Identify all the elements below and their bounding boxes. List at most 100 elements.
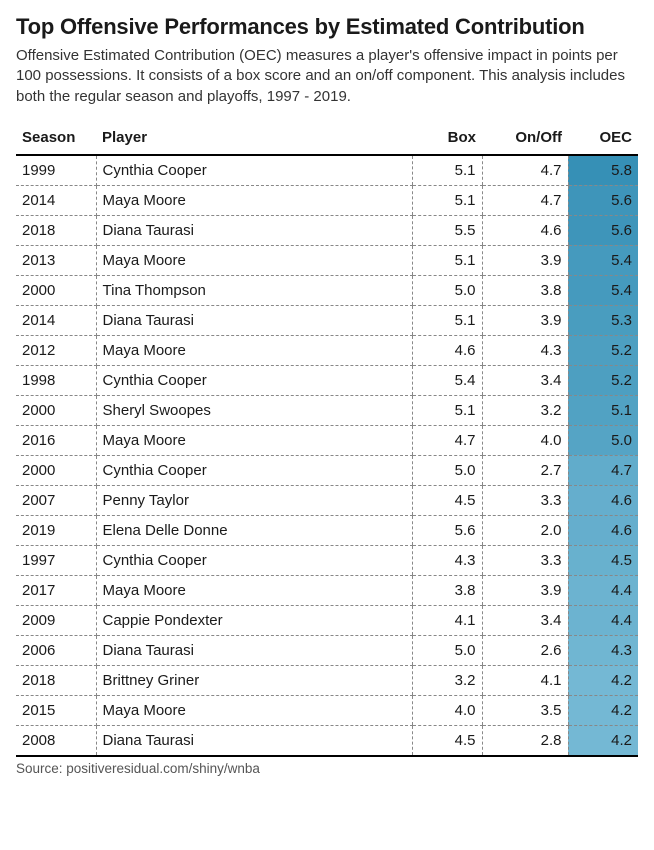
cell-season: 2016 bbox=[16, 425, 96, 455]
cell-player: Cappie Pondexter bbox=[96, 605, 412, 635]
cell-player: Cynthia Cooper bbox=[96, 155, 412, 186]
table-row: 2018Brittney Griner3.24.14.2 bbox=[16, 665, 638, 695]
cell-onoff: 3.5 bbox=[482, 695, 568, 725]
cell-player: Tina Thompson bbox=[96, 275, 412, 305]
cell-onoff: 4.0 bbox=[482, 425, 568, 455]
table-row: 2007Penny Taylor4.53.34.6 bbox=[16, 485, 638, 515]
table-header-row: Season Player Box On/Off OEC bbox=[16, 123, 638, 155]
cell-onoff: 3.3 bbox=[482, 545, 568, 575]
performance-table: Season Player Box On/Off OEC 1999Cynthia… bbox=[16, 123, 638, 757]
col-season: Season bbox=[16, 123, 96, 155]
cell-season: 2009 bbox=[16, 605, 96, 635]
table-row: 2009Cappie Pondexter4.13.44.4 bbox=[16, 605, 638, 635]
cell-box: 5.0 bbox=[412, 275, 482, 305]
cell-box: 4.3 bbox=[412, 545, 482, 575]
cell-season: 2014 bbox=[16, 305, 96, 335]
cell-box: 4.7 bbox=[412, 425, 482, 455]
cell-onoff: 3.9 bbox=[482, 305, 568, 335]
cell-oec: 5.4 bbox=[568, 275, 638, 305]
cell-player: Diana Taurasi bbox=[96, 635, 412, 665]
cell-onoff: 4.1 bbox=[482, 665, 568, 695]
cell-onoff: 3.9 bbox=[482, 575, 568, 605]
cell-box: 4.6 bbox=[412, 335, 482, 365]
cell-oec: 5.3 bbox=[568, 305, 638, 335]
cell-player: Penny Taylor bbox=[96, 485, 412, 515]
cell-season: 2017 bbox=[16, 575, 96, 605]
cell-onoff: 2.7 bbox=[482, 455, 568, 485]
table-row: 2016Maya Moore4.74.05.0 bbox=[16, 425, 638, 455]
cell-player: Cynthia Cooper bbox=[96, 365, 412, 395]
cell-oec: 5.2 bbox=[568, 335, 638, 365]
cell-player: Maya Moore bbox=[96, 425, 412, 455]
cell-box: 3.8 bbox=[412, 575, 482, 605]
table-row: 1999Cynthia Cooper5.14.75.8 bbox=[16, 155, 638, 186]
cell-player: Sheryl Swoopes bbox=[96, 395, 412, 425]
cell-season: 2018 bbox=[16, 665, 96, 695]
cell-oec: 5.8 bbox=[568, 155, 638, 186]
cell-oec: 4.2 bbox=[568, 665, 638, 695]
cell-box: 5.1 bbox=[412, 395, 482, 425]
col-box: Box bbox=[412, 123, 482, 155]
cell-player: Maya Moore bbox=[96, 185, 412, 215]
cell-box: 4.1 bbox=[412, 605, 482, 635]
cell-oec: 4.6 bbox=[568, 515, 638, 545]
table-row: 1998Cynthia Cooper5.43.45.2 bbox=[16, 365, 638, 395]
cell-player: Maya Moore bbox=[96, 335, 412, 365]
table-row: 2000Tina Thompson5.03.85.4 bbox=[16, 275, 638, 305]
cell-season: 2000 bbox=[16, 395, 96, 425]
cell-player: Diana Taurasi bbox=[96, 305, 412, 335]
cell-onoff: 3.8 bbox=[482, 275, 568, 305]
table-row: 2014Maya Moore5.14.75.6 bbox=[16, 185, 638, 215]
cell-season: 1999 bbox=[16, 155, 96, 186]
cell-season: 2000 bbox=[16, 455, 96, 485]
table-row: 2018Diana Taurasi5.54.65.6 bbox=[16, 215, 638, 245]
table-row: 2006Diana Taurasi5.02.64.3 bbox=[16, 635, 638, 665]
cell-box: 5.1 bbox=[412, 185, 482, 215]
col-onoff: On/Off bbox=[482, 123, 568, 155]
cell-onoff: 4.3 bbox=[482, 335, 568, 365]
cell-player: Elena Delle Donne bbox=[96, 515, 412, 545]
cell-onoff: 2.6 bbox=[482, 635, 568, 665]
cell-season: 2013 bbox=[16, 245, 96, 275]
cell-season: 2006 bbox=[16, 635, 96, 665]
cell-box: 4.5 bbox=[412, 485, 482, 515]
cell-oec: 4.4 bbox=[568, 575, 638, 605]
table-row: 2019Elena Delle Donne5.62.04.6 bbox=[16, 515, 638, 545]
cell-box: 5.0 bbox=[412, 455, 482, 485]
cell-box: 5.5 bbox=[412, 215, 482, 245]
cell-onoff: 4.7 bbox=[482, 185, 568, 215]
cell-oec: 4.2 bbox=[568, 695, 638, 725]
cell-oec: 5.6 bbox=[568, 215, 638, 245]
cell-box: 4.5 bbox=[412, 725, 482, 756]
cell-player: Maya Moore bbox=[96, 245, 412, 275]
cell-box: 5.0 bbox=[412, 635, 482, 665]
cell-box: 4.0 bbox=[412, 695, 482, 725]
cell-onoff: 4.6 bbox=[482, 215, 568, 245]
cell-season: 2008 bbox=[16, 725, 96, 756]
cell-player: Diana Taurasi bbox=[96, 725, 412, 756]
cell-player: Diana Taurasi bbox=[96, 215, 412, 245]
col-player: Player bbox=[96, 123, 412, 155]
cell-oec: 5.0 bbox=[568, 425, 638, 455]
cell-player: Maya Moore bbox=[96, 575, 412, 605]
cell-box: 5.1 bbox=[412, 155, 482, 186]
table-row: 2000Sheryl Swoopes5.13.25.1 bbox=[16, 395, 638, 425]
cell-oec: 5.4 bbox=[568, 245, 638, 275]
source-line: Source: positiveresidual.com/shiny/wnba bbox=[16, 761, 638, 776]
cell-oec: 4.7 bbox=[568, 455, 638, 485]
cell-onoff: 3.3 bbox=[482, 485, 568, 515]
cell-box: 5.1 bbox=[412, 245, 482, 275]
table-row: 2012Maya Moore4.64.35.2 bbox=[16, 335, 638, 365]
cell-oec: 4.2 bbox=[568, 725, 638, 756]
cell-season: 2007 bbox=[16, 485, 96, 515]
cell-season: 2019 bbox=[16, 515, 96, 545]
cell-season: 2012 bbox=[16, 335, 96, 365]
cell-player: Cynthia Cooper bbox=[96, 545, 412, 575]
table-row: 2000Cynthia Cooper5.02.74.7 bbox=[16, 455, 638, 485]
cell-box: 5.1 bbox=[412, 305, 482, 335]
cell-oec: 4.3 bbox=[568, 635, 638, 665]
cell-onoff: 3.4 bbox=[482, 365, 568, 395]
table-row: 2014Diana Taurasi5.13.95.3 bbox=[16, 305, 638, 335]
cell-season: 2014 bbox=[16, 185, 96, 215]
cell-season: 2000 bbox=[16, 275, 96, 305]
